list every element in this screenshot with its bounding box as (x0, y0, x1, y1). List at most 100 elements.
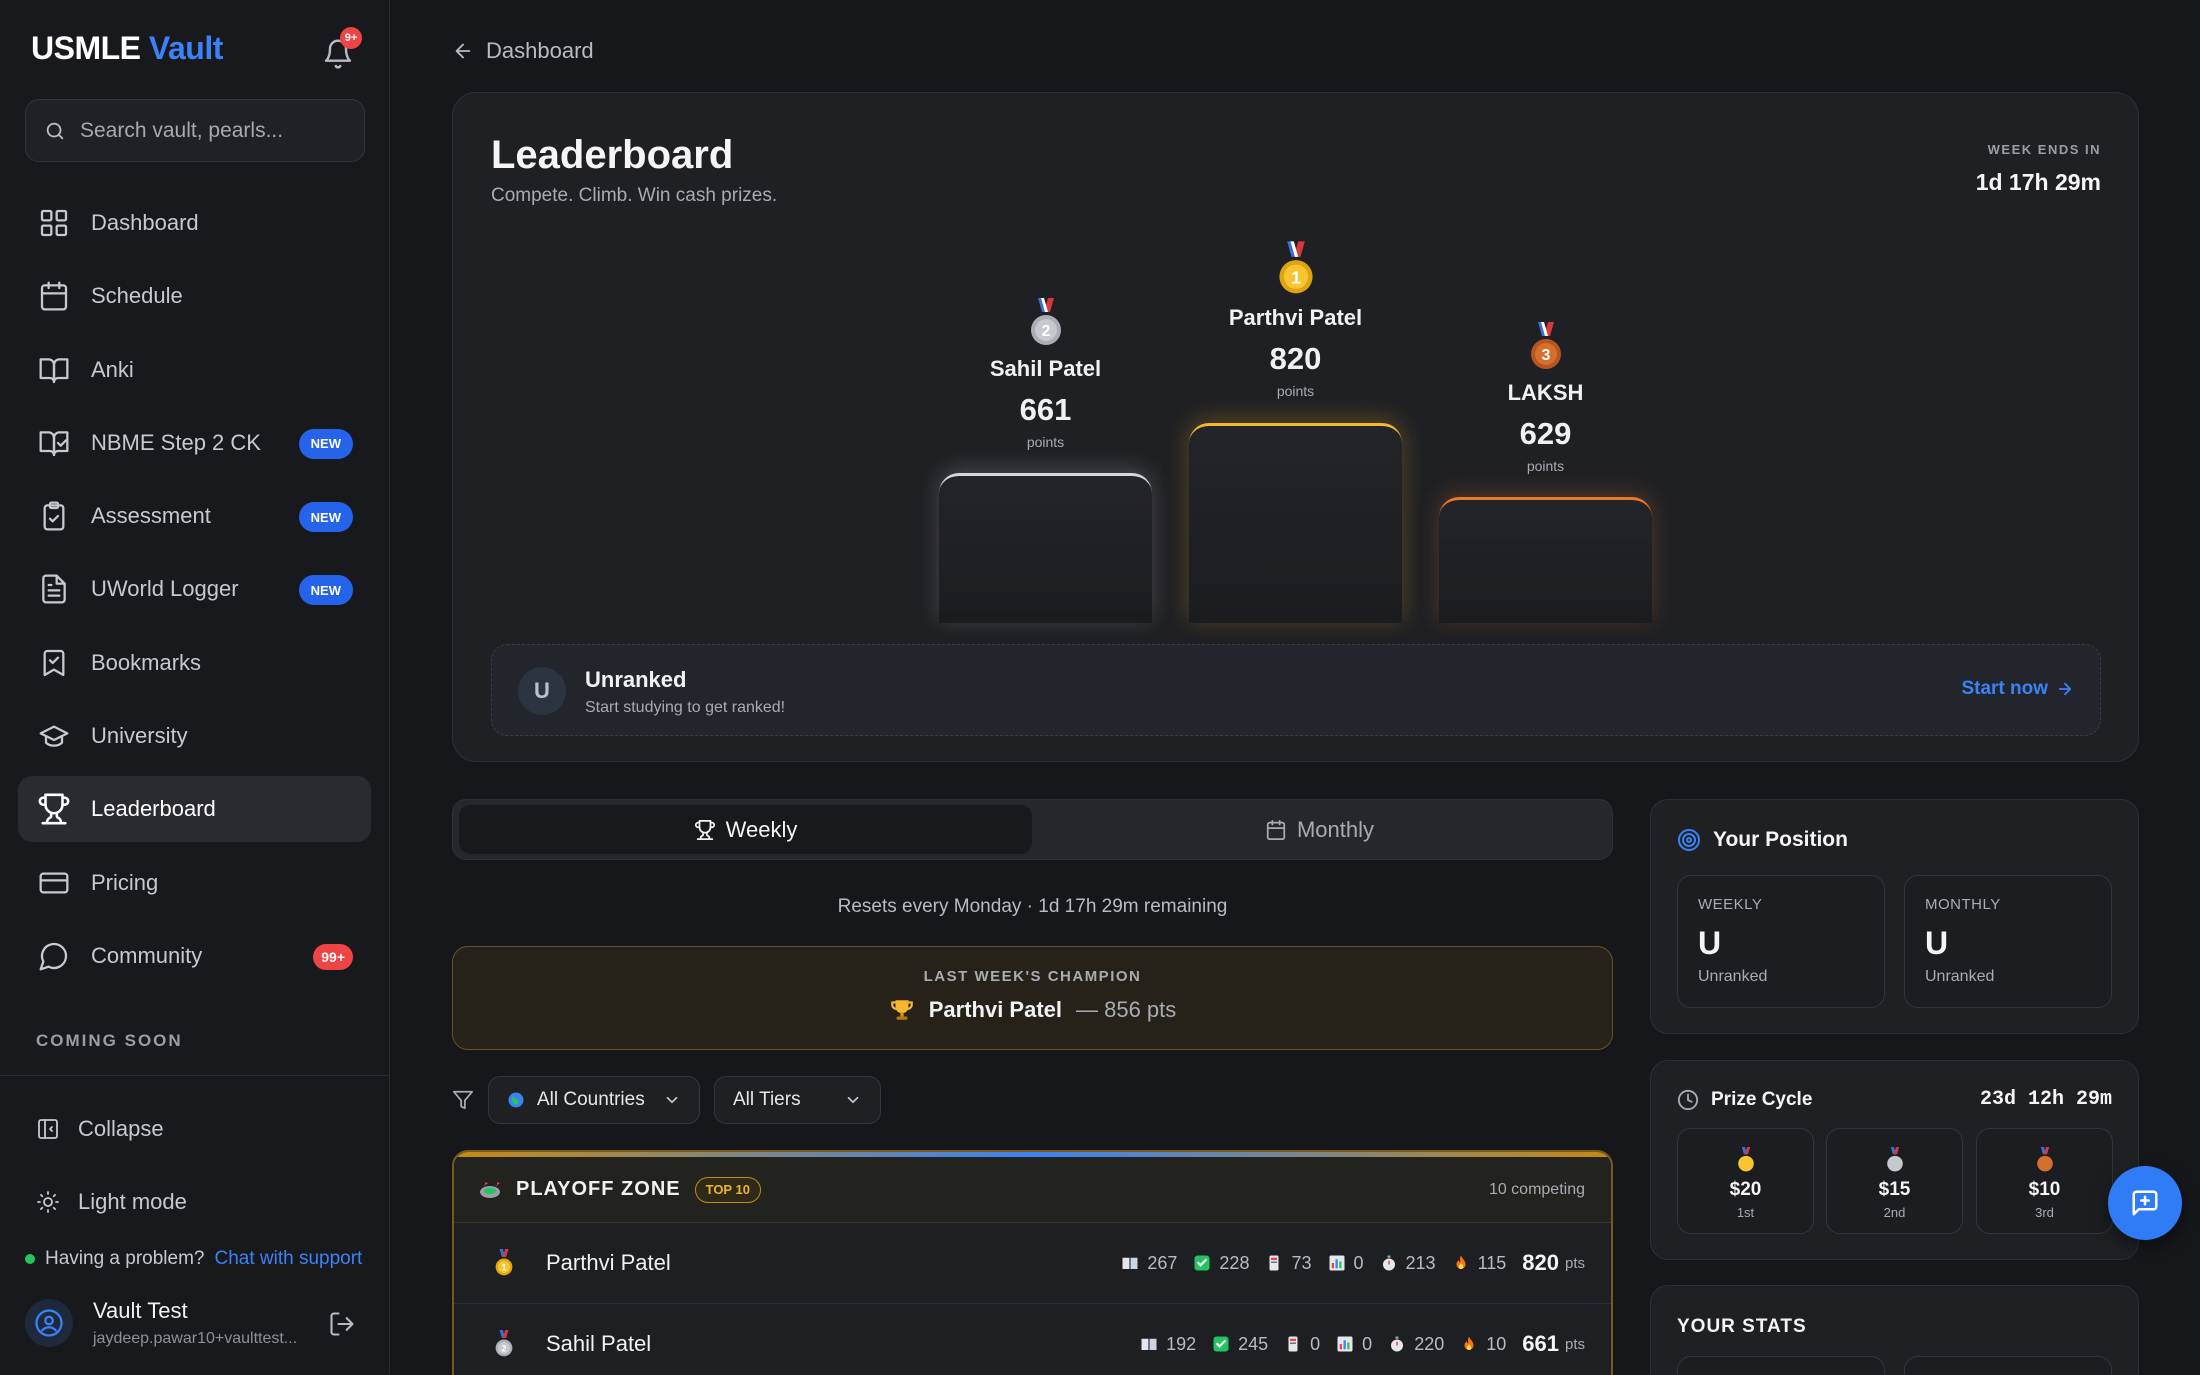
sidebar-item-university[interactable]: University (18, 703, 371, 769)
stat-value: 73 (1291, 1252, 1312, 1273)
sidebar-item-assessment[interactable]: Assessment NEW (18, 483, 371, 549)
podium-points: 629 (1519, 416, 1572, 451)
chart-emoji-icon (1336, 1335, 1354, 1353)
bell-icon[interactable] (322, 38, 354, 70)
gold-medal-icon (1737, 1147, 1754, 1172)
stat-value: 0 (1310, 1333, 1321, 1354)
your-position-title-row: Your Position (1677, 828, 1848, 852)
gold-medal-icon: 1 (1278, 241, 1313, 294)
podium-points-label: points (1526, 458, 1565, 474)
podium-points: 820 (1269, 341, 1322, 376)
podium-block-second (939, 473, 1152, 623)
period-tabs: Weekly Monthly (452, 799, 1613, 860)
sidebar-nav: Dashboard Schedule Anki NBME Step 2 CK N… (18, 190, 371, 996)
prize-amount: $10 (2028, 1179, 2061, 1200)
stat-time: 213 (1380, 1253, 1436, 1274)
chat-fab-button[interactable] (2108, 1166, 2182, 1240)
sidebar-item-schedule[interactable]: Schedule (18, 263, 371, 329)
chevron-down-icon (844, 1091, 862, 1109)
prize-second: $15 2nd (1826, 1128, 1963, 1234)
file-text-icon (37, 572, 71, 606)
stopwatch-emoji-icon (1380, 1254, 1398, 1272)
champion-points: — 856 pts (1076, 997, 1177, 1022)
user-name: Vault Test (93, 1298, 188, 1323)
prize-place: 2nd (1883, 1205, 1906, 1220)
light-mode-button[interactable]: Light mode (36, 1189, 187, 1215)
stat-assessments: 0 (1328, 1253, 1364, 1274)
start-now-button[interactable]: Start now (1961, 678, 2074, 700)
globe-emoji-icon (507, 1091, 525, 1109)
new-badge: NEW (298, 575, 353, 606)
monthly-label: MONTHLY (1925, 896, 2001, 913)
sun-icon (36, 1190, 60, 1214)
tab-weekly-label: Weekly (725, 816, 798, 842)
stat-value: 245 (1238, 1333, 1269, 1354)
silver-medal-icon: 2 (495, 1330, 513, 1357)
user-profile[interactable]: Vault Test jaydeep.pawar10+vaulttest... (25, 1298, 297, 1348)
chat-support-link[interactable]: Chat with support (214, 1248, 363, 1269)
playoff-accent-bar (454, 1152, 1611, 1157)
stopwatch-emoji-icon (1388, 1335, 1406, 1353)
stat-correct: 228 (1193, 1253, 1249, 1274)
podium-block-first (1189, 423, 1402, 623)
your-position-title: Your Position (1713, 828, 1848, 851)
brand-part2: Vault (148, 30, 223, 66)
podium-name: Parthvi Patel (1228, 305, 1363, 330)
sidebar-item-bookmarks[interactable]: Bookmarks (18, 630, 371, 696)
weekly-rank: U (1698, 925, 1722, 961)
tab-monthly[interactable]: Monthly (1033, 805, 1606, 854)
podium-rank-text: 2 (1041, 323, 1050, 340)
brand-logo[interactable]: USMLE Vault (31, 30, 223, 67)
sidebar-divider (0, 1075, 390, 1076)
your-position-card: Your Position WEEKLY U Unranked MONTHLY … (1650, 799, 2139, 1034)
sidebar-item-label: University (91, 723, 188, 749)
sidebar-item-dashboard[interactable]: Dashboard (18, 190, 371, 256)
stat-value: 0 (1353, 1252, 1364, 1273)
online-status-dot (25, 1254, 35, 1264)
podium-third: 3 LAKSH 629 points (1439, 322, 1652, 474)
prize-cycle-countdown: 23d 12h 29m (1979, 1088, 2112, 1111)
back-link[interactable]: Dashboard (452, 38, 594, 64)
sidebar-item-uworld-logger[interactable]: UWorld Logger NEW (18, 556, 371, 622)
monthly-position-box: MONTHLY U Unranked (1904, 875, 2112, 1008)
sidebar-item-label: NBME Step 2 CK (91, 429, 261, 455)
row-name: Parthvi Patel (546, 1250, 671, 1275)
table-row[interactable]: 2 Sahil Patel 192 245 0 0 220 10 661 pts (454, 1304, 1611, 1375)
sidebar-item-community[interactable]: Community 99+ (18, 923, 371, 989)
sidebar-item-leaderboard[interactable]: Leaderboard (18, 776, 371, 843)
prize-place: 3rd (2035, 1205, 2054, 1220)
stat-value: 228 (1219, 1252, 1250, 1273)
sidebar-item-label: Community (91, 942, 203, 968)
stat-time: 220 (1388, 1334, 1444, 1355)
podium-first: 1 Parthvi Patel 820 points (1189, 241, 1402, 399)
arrow-right-icon (2056, 680, 2074, 698)
sidebar-item-label: Assessment (91, 503, 211, 529)
stat-questions: 267 (1121, 1253, 1177, 1274)
check-emoji-icon (1212, 1335, 1230, 1353)
country-select-value: All Countries (537, 1089, 645, 1110)
collapse-button[interactable]: Collapse (36, 1116, 164, 1142)
search-input[interactable] (80, 118, 350, 143)
tab-weekly[interactable]: Weekly (459, 805, 1032, 854)
tier-select[interactable]: All Tiers (714, 1076, 881, 1124)
monthly-rank: U (1925, 925, 1949, 961)
book-check-icon (37, 426, 71, 460)
user-email: jaydeep.pawar10+vaulttest... (93, 1330, 298, 1347)
logout-icon[interactable] (328, 1310, 356, 1338)
search-box (25, 99, 365, 162)
country-select[interactable]: All Countries (488, 1076, 700, 1124)
book-emoji-icon (1121, 1254, 1139, 1272)
chart-emoji-icon (1328, 1254, 1346, 1272)
sidebar-item-pricing[interactable]: Pricing (18, 850, 371, 916)
row-stats: 192 245 0 0 220 10 661 pts (1140, 1331, 1585, 1357)
reset-info: Resets every Monday · 1d 17h 29m remaini… (837, 896, 1228, 917)
bookmark-check-icon (37, 646, 71, 680)
chevron-down-icon (663, 1091, 681, 1109)
row-rank-text: 2 (502, 1343, 507, 1353)
leaderboard-hero: Leaderboard Compete. Climb. Win cash pri… (452, 92, 2139, 762)
arrow-left-icon (452, 40, 474, 62)
table-row[interactable]: 1 Parthvi Patel 267 228 73 0 213 115 820… (454, 1223, 1611, 1304)
graduation-cap-icon (37, 719, 71, 753)
sidebar-item-anki[interactable]: Anki (18, 337, 371, 403)
sidebar-item-nbme[interactable]: NBME Step 2 CK NEW (18, 410, 371, 476)
